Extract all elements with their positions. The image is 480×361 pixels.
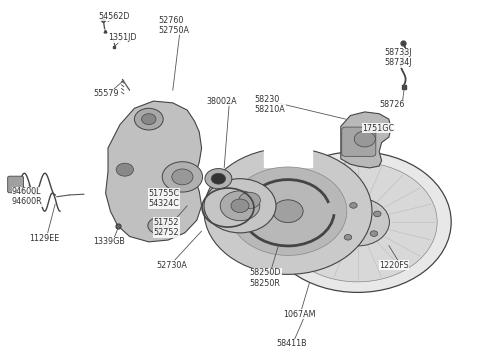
Text: 58230
58210A: 58230 58210A — [254, 95, 285, 114]
Circle shape — [229, 167, 347, 256]
Text: 38002A: 38002A — [206, 97, 237, 105]
Text: 58733J
58734J: 58733J 58734J — [384, 48, 411, 68]
Circle shape — [326, 198, 389, 246]
Circle shape — [370, 231, 378, 236]
Text: 1129EE: 1129EE — [29, 234, 59, 243]
Circle shape — [204, 148, 372, 274]
Text: 52730A: 52730A — [156, 261, 187, 270]
Circle shape — [350, 203, 357, 208]
Circle shape — [373, 211, 381, 217]
Circle shape — [162, 162, 203, 192]
Circle shape — [239, 192, 261, 208]
Circle shape — [354, 131, 375, 147]
Circle shape — [116, 163, 133, 176]
Text: 58726: 58726 — [379, 100, 405, 109]
Text: 55579: 55579 — [94, 90, 119, 98]
Text: 51752
52752: 51752 52752 — [154, 218, 179, 237]
Circle shape — [332, 217, 339, 223]
Text: 94600L
94600R: 94600L 94600R — [12, 187, 43, 206]
Polygon shape — [106, 101, 202, 242]
Circle shape — [231, 199, 249, 213]
Circle shape — [172, 169, 193, 185]
Text: 52760
52750A: 52760 52750A — [158, 16, 190, 35]
Circle shape — [148, 218, 169, 234]
Text: 1220FS: 1220FS — [379, 261, 409, 270]
FancyBboxPatch shape — [342, 127, 376, 156]
Circle shape — [273, 200, 303, 222]
Circle shape — [134, 108, 163, 130]
Text: 1339GB: 1339GB — [94, 238, 125, 246]
Polygon shape — [341, 112, 391, 168]
Circle shape — [278, 162, 437, 282]
Circle shape — [346, 213, 370, 231]
Text: 58411B: 58411B — [276, 339, 307, 348]
Circle shape — [264, 152, 451, 292]
Circle shape — [142, 114, 156, 125]
Circle shape — [204, 179, 276, 233]
Polygon shape — [264, 141, 312, 167]
Text: 51755C
54324C: 51755C 54324C — [149, 189, 180, 208]
Circle shape — [344, 234, 352, 240]
Text: 1751GC: 1751GC — [362, 124, 395, 132]
Text: 58250D
58250R: 58250D 58250R — [250, 268, 281, 288]
Text: 1067AM: 1067AM — [283, 310, 316, 318]
Text: 1351JD: 1351JD — [108, 34, 136, 42]
Circle shape — [205, 169, 232, 189]
Text: 54562D: 54562D — [98, 12, 130, 21]
FancyBboxPatch shape — [8, 176, 24, 193]
Circle shape — [154, 222, 163, 229]
Circle shape — [220, 191, 260, 221]
Circle shape — [211, 173, 226, 184]
